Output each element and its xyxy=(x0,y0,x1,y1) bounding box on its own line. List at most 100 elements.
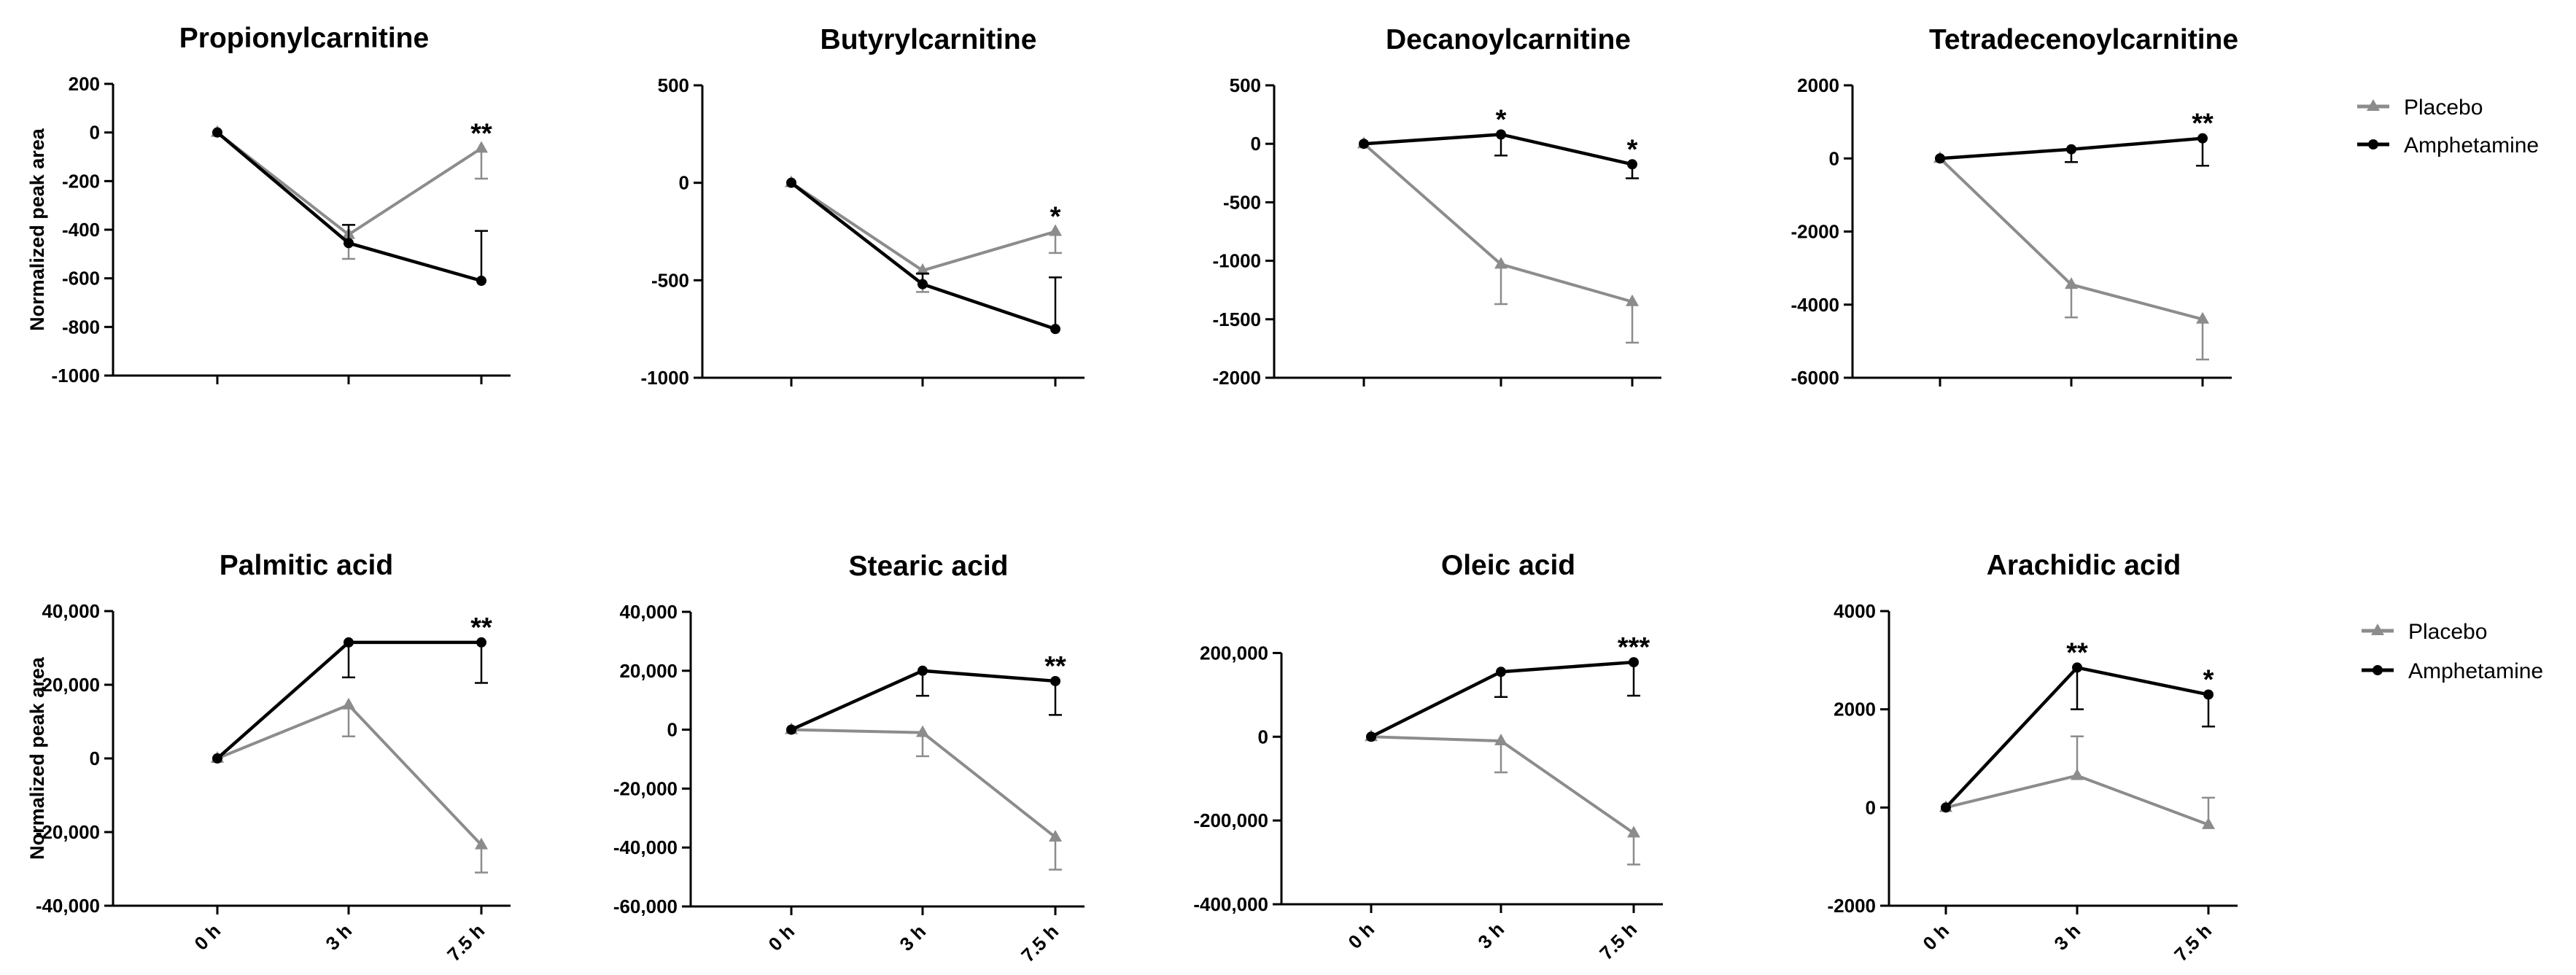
chart-title: Palmitic acid xyxy=(220,550,393,581)
y-tick-label: -40,000 xyxy=(613,836,678,858)
y-tick-label: -2000 xyxy=(1791,221,1840,243)
y-tick-label: -20,000 xyxy=(36,821,100,843)
placebo-data-point xyxy=(342,697,355,710)
x-tick-label: 3 h xyxy=(895,920,930,955)
x-tick-label: 0 h xyxy=(190,920,225,955)
y-tick-label: -600 xyxy=(62,268,100,290)
placebo-data-point xyxy=(2065,277,2078,290)
y-tick-label: -60,000 xyxy=(613,896,678,917)
y-tick-label: 2000 xyxy=(1834,699,1876,720)
amphetamine-data-point xyxy=(2203,689,2214,700)
amphetamine-series-line xyxy=(790,181,1056,331)
placebo-data-point xyxy=(475,141,488,153)
amphetamine-data-point xyxy=(344,238,354,249)
placebo-series-line xyxy=(216,131,483,237)
x-tick-label: 7.5 h xyxy=(1595,918,1641,964)
legend-placebo-label: Placebo xyxy=(2408,620,2487,644)
x-tick-label: 3 h xyxy=(321,920,356,955)
y-tick-label: -6000 xyxy=(1791,367,1840,389)
chart-panel: Decanoylcarnitine 500 0 -500 -1000 -1500 -2000… xyxy=(1213,24,1661,389)
y-tick-label: -40,000 xyxy=(36,895,100,917)
chart-panel: Arachidic acid 4000 2000 0 -2000 0 h 3 h 7.5 h *… xyxy=(1828,550,2238,966)
amphetamine-data-point xyxy=(344,637,354,648)
legend-amphetamine-label: Amphetamine xyxy=(2408,659,2543,683)
significance-marker: * xyxy=(1050,202,1061,233)
y-tick-label: 200,000 xyxy=(1200,642,1268,664)
amphetamine-data-point xyxy=(917,665,928,676)
y-tick-label: 20,000 xyxy=(619,660,678,682)
placebo-data-point xyxy=(1049,224,1062,236)
placebo-data-point xyxy=(1494,734,1508,746)
y-tick-label: -200,000 xyxy=(1193,809,1268,831)
y-tick-label: -400,000 xyxy=(1193,893,1268,915)
x-tick-label: 3 h xyxy=(2049,920,2084,955)
placebo-data-point xyxy=(1626,294,1639,306)
amphetamine-series-line xyxy=(1363,133,1633,166)
y-tick-label: -500 xyxy=(1223,191,1261,213)
amphetamine-data-point xyxy=(212,753,222,764)
y-tick-label: -400 xyxy=(62,219,100,241)
placebo-series-line xyxy=(1362,142,1633,303)
y-tick-label: 0 xyxy=(90,747,100,769)
y-tick-label: 20,000 xyxy=(42,674,100,696)
significance-marker: * xyxy=(1496,104,1507,135)
placebo-data-point xyxy=(916,263,929,275)
legend-placebo-triangle-icon xyxy=(2371,624,2384,635)
placebo-data-point xyxy=(2196,311,2209,324)
x-tick-label: 7.5 h xyxy=(443,920,489,966)
y-tick-label: -20,000 xyxy=(613,777,678,799)
significance-marker: *** xyxy=(1618,632,1650,663)
placebo-data-point xyxy=(2071,768,2084,780)
y-tick-label: 200 xyxy=(69,73,100,95)
amphetamine-data-point xyxy=(1496,129,1506,140)
amphetamine-data-point xyxy=(2072,662,2082,673)
significance-marker: * xyxy=(2203,664,2214,695)
chart-panel: Palmitic acid 40,000 20,000 0 -20,000 -40,000… xyxy=(26,550,511,966)
y-tick-label: 0 xyxy=(667,719,678,741)
significance-marker: ** xyxy=(2066,637,2088,668)
significance-marker: ** xyxy=(1044,651,1066,682)
y-tick-label: 0 xyxy=(1251,133,1261,155)
x-tick-label: 3 h xyxy=(1473,918,1508,953)
x-tick-label: 7.5 h xyxy=(1017,920,1063,966)
y-axis-title: Normalized peak area xyxy=(26,128,48,331)
amphetamine-data-point xyxy=(1050,324,1060,335)
y-tick-label: 40,000 xyxy=(42,600,100,622)
chart-panel: Propionylcarnitine 200 0 -200 -400 -600 -800 -1… xyxy=(26,23,511,386)
y-tick-label: -1000 xyxy=(52,365,101,386)
y-tick-label: -200 xyxy=(62,170,100,192)
y-tick-label: -1000 xyxy=(641,367,690,389)
placebo-data-point xyxy=(1627,826,1640,838)
y-tick-label: -2000 xyxy=(1213,367,1262,389)
y-tick-label: 0 xyxy=(1829,147,1839,169)
chart-panel: Butyrylcarnitine 500 0 -500 -1000 * xyxy=(641,24,1085,389)
y-tick-label: -2000 xyxy=(1828,895,1877,917)
y-tick-label: 0 xyxy=(1258,726,1268,747)
chart-title: Tetradecenoylcarnitine xyxy=(1929,24,2238,55)
chart-title: Propionylcarnitine xyxy=(179,23,429,54)
legend-amphetamine-circle-icon xyxy=(2373,665,2383,675)
amphetamine-data-point xyxy=(476,637,486,648)
legend-amphetamine-circle-icon xyxy=(2368,139,2378,149)
chart-panel: Oleic acid 200,000 0 -200,000 -400,000 0 h 3 h… xyxy=(1193,550,1663,964)
placebo-data-point xyxy=(916,725,929,737)
amphetamine-data-point xyxy=(786,724,796,735)
y-axis-title: Normalized peak area xyxy=(26,656,48,860)
amphetamine-data-point xyxy=(786,177,796,188)
y-tick-label: 0 xyxy=(679,172,689,194)
legend-placebo-triangle-icon xyxy=(2367,99,2380,111)
amphetamine-data-point xyxy=(1627,159,1637,170)
y-tick-label: -800 xyxy=(62,316,100,338)
amphetamine-data-point xyxy=(917,279,928,290)
legend-top: Placebo Amphetamine xyxy=(2357,96,2539,158)
x-tick-label: 0 h xyxy=(1343,918,1378,953)
legend-amphetamine-label: Amphetamine xyxy=(2404,133,2539,158)
significance-marker: ** xyxy=(470,118,492,149)
placebo-series-line xyxy=(1370,735,1635,835)
amphetamine-data-point xyxy=(2066,144,2076,155)
amphetamine-data-point xyxy=(2197,133,2208,144)
significance-marker: ** xyxy=(2192,109,2214,139)
amphetamine-data-point xyxy=(1941,802,1951,813)
amphetamine-data-point xyxy=(1935,153,1945,164)
